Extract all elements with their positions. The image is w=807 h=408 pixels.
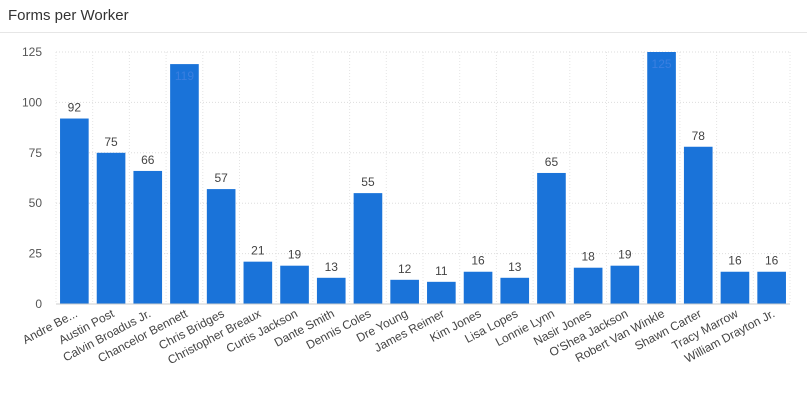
data-label: 125 [652,57,672,71]
bar[interactable] [683,146,713,304]
data-label: 75 [104,135,118,149]
bar[interactable] [720,271,750,304]
bar[interactable] [463,271,493,304]
bar[interactable] [537,172,566,304]
data-label: 66 [141,153,155,167]
chart-header: Forms per Worker [0,0,807,33]
bar[interactable] [757,271,786,304]
bar[interactable] [500,277,530,304]
data-label: 16 [765,254,779,268]
y-axis: 0 25 50 75 100 125 [22,45,790,311]
data-label: 65 [545,155,559,169]
data-label: 12 [398,262,412,276]
y-tick-label: 125 [22,45,42,59]
bar[interactable] [133,170,163,304]
y-tick-label: 25 [29,247,43,261]
data-label: 19 [618,248,632,262]
bar[interactable] [60,118,89,304]
data-label: 92 [68,101,82,115]
data-label: 21 [251,244,265,258]
bar[interactable] [243,261,273,304]
data-label: 16 [471,254,485,268]
chart-title: Forms per Worker [8,7,129,24]
bar[interactable] [353,193,383,304]
grid-lines [55,51,791,304]
data-label: 119 [175,69,194,83]
bar[interactable] [573,267,603,304]
data-label: 55 [361,175,375,189]
bar[interactable] [647,52,676,304]
y-tick-label: 100 [22,95,42,109]
data-label: 57 [214,171,228,185]
data-label: 13 [508,260,522,274]
bar[interactable] [427,281,456,304]
data-labels: 92 75 66 119 57 21 19 13 55 12 11 16 13 65 18 19 125 78 16… [68,57,779,278]
bar[interactable] [390,279,419,304]
data-label: 78 [692,129,706,143]
bar[interactable] [610,265,640,304]
data-label: 11 [435,264,448,278]
bar[interactable] [280,265,309,304]
data-label: 18 [581,250,595,264]
data-label: 16 [728,254,742,268]
bar[interactable] [96,152,126,304]
data-label: 19 [288,248,302,262]
y-tick-label: 0 [35,297,42,311]
bars [60,52,786,304]
y-tick-label: 50 [29,196,43,210]
bar[interactable] [206,189,236,304]
bar[interactable] [316,277,346,304]
bar[interactable] [170,64,199,304]
data-label: 13 [325,260,339,274]
y-tick-label: 75 [29,146,43,160]
